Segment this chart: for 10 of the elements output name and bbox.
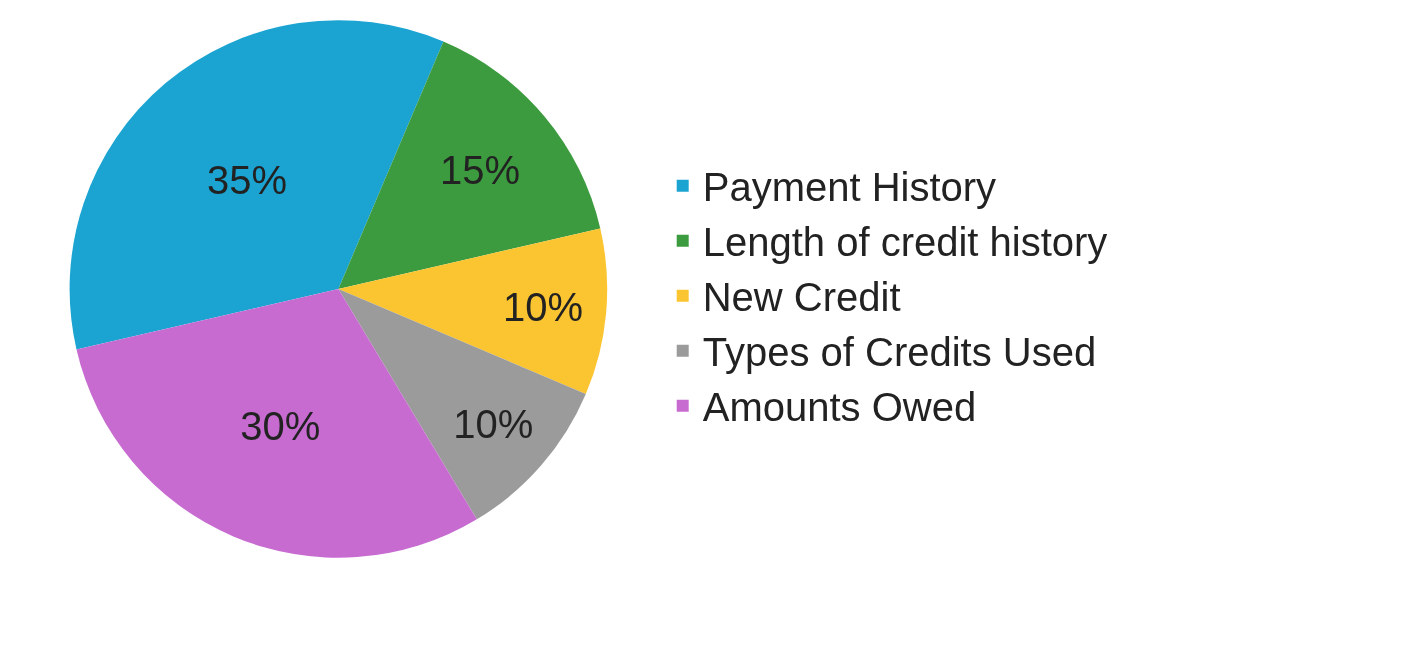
legend-label: Payment History [702,165,997,210]
legend-label: Length of credit history [702,220,1108,265]
data-label: 10% [453,401,534,446]
legend-label: Amounts Owed [702,385,977,430]
data-label: 10% [502,284,583,329]
legend-label: New Credit [702,275,901,320]
data-label: 15% [439,148,521,193]
legend-label: Types of Credits Used [702,330,1097,375]
data-label: 35% [207,158,288,203]
data-label: 30% [240,403,321,448]
